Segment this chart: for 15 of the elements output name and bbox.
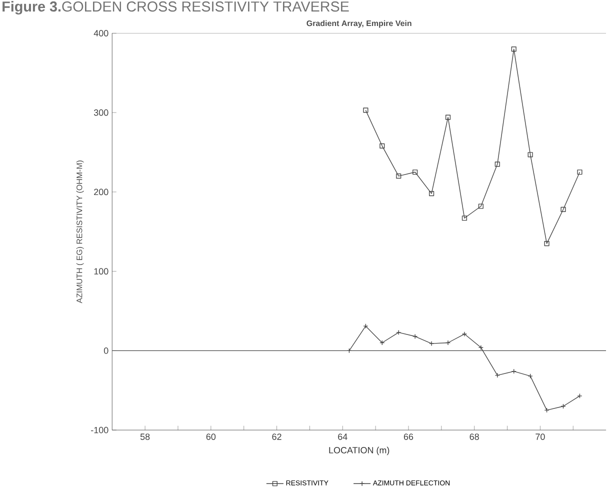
y-tick-label: 200 — [94, 188, 108, 196]
y-tick-label: 100 — [94, 268, 108, 275]
x-tick-label: 66 — [404, 434, 414, 440]
x-tick-label: 68 — [470, 434, 479, 440]
x-tick-label: 58 — [140, 434, 150, 440]
x-tick-label: 62 — [272, 434, 282, 440]
chart-title: Figure 3.GOLDEN CROSS RESISTIVITY TRAVERSE — [2, 1, 349, 15]
x-tick-label: 70 — [536, 434, 545, 440]
y-tick-label: 0 — [104, 348, 108, 354]
x-tick-label: 64 — [338, 434, 348, 440]
x-axis-title: LOCATION (m) — [329, 446, 390, 456]
x-tick-label: 60 — [206, 434, 216, 440]
y-tick-label: 300 — [94, 109, 108, 116]
y-tick-label: -100 — [91, 426, 108, 434]
y-tick-label: 400 — [94, 30, 108, 36]
